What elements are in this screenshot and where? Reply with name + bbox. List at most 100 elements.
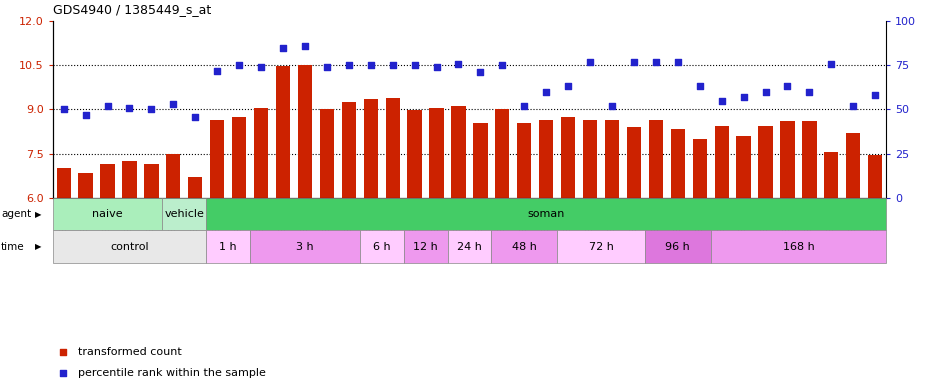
Point (561, 83, 575, 89)
Bar (163, 198, 206, 230)
Point (122, 104, 137, 111)
Bar (79, 173, 92, 374)
Text: time: time (1, 242, 25, 252)
Text: 168 h: 168 h (783, 242, 814, 252)
Point (714, 98, 729, 104)
Text: control: control (110, 242, 149, 252)
Point (210, 68, 225, 74)
Bar (710, 230, 886, 263)
Bar (250, 230, 360, 263)
Point (648, 59, 663, 65)
Bar (451, 106, 465, 374)
Text: 72 h: 72 h (588, 242, 613, 252)
Bar (206, 230, 250, 263)
Bar (736, 136, 751, 374)
Bar (122, 161, 137, 374)
Point (517, 103, 532, 109)
Point (276, 45, 290, 51)
Point (56, 349, 70, 355)
Text: 12 h: 12 h (413, 242, 438, 252)
Text: naive: naive (92, 209, 123, 219)
Text: GDS4940 / 1385449_s_at: GDS4940 / 1385449_s_at (53, 3, 211, 16)
Bar (474, 123, 487, 374)
Point (188, 113, 203, 119)
Point (429, 64, 444, 70)
Text: vehicle: vehicle (165, 209, 204, 219)
Text: 1 h: 1 h (219, 242, 237, 252)
Point (473, 69, 487, 75)
Point (451, 60, 466, 66)
Bar (583, 120, 598, 374)
Point (56, 370, 70, 376)
Bar (276, 66, 290, 374)
Point (319, 64, 334, 70)
Text: ▶: ▶ (35, 242, 42, 251)
Text: percentile rank within the sample: percentile rank within the sample (78, 368, 265, 378)
Point (736, 94, 751, 100)
Bar (557, 230, 645, 263)
Text: agent: agent (1, 209, 31, 219)
Bar (539, 120, 553, 374)
Point (538, 89, 553, 95)
Bar (671, 129, 684, 374)
Bar (561, 117, 575, 374)
Bar (408, 110, 422, 374)
Bar (491, 230, 557, 263)
Point (407, 62, 422, 68)
Point (802, 89, 817, 95)
Text: 6 h: 6 h (373, 242, 390, 252)
Point (56, 106, 71, 113)
Point (386, 62, 401, 68)
Bar (403, 230, 448, 263)
Bar (429, 108, 444, 374)
Bar (517, 123, 531, 374)
Bar (802, 121, 817, 374)
Bar (56, 168, 71, 374)
Text: 48 h: 48 h (512, 242, 536, 252)
Point (671, 59, 685, 65)
Bar (648, 120, 663, 374)
Point (868, 92, 882, 98)
Text: soman: soman (527, 209, 565, 219)
Bar (144, 164, 158, 374)
Bar (693, 139, 707, 374)
Point (253, 64, 268, 70)
Text: 3 h: 3 h (296, 242, 314, 252)
Text: transformed count: transformed count (78, 347, 181, 357)
Text: ▶: ▶ (35, 210, 42, 218)
Point (166, 101, 180, 107)
Bar (254, 108, 268, 374)
Bar (298, 65, 312, 374)
Bar (360, 230, 403, 263)
Bar (364, 99, 378, 374)
Point (845, 103, 860, 109)
Bar (53, 198, 163, 230)
Bar (232, 117, 246, 374)
Bar (188, 177, 203, 374)
Bar (53, 230, 206, 263)
Bar (627, 127, 641, 374)
Point (341, 62, 356, 68)
Point (824, 60, 839, 66)
Point (626, 59, 641, 65)
Bar (846, 133, 860, 374)
Point (364, 62, 378, 68)
Bar (824, 152, 838, 374)
Point (298, 43, 313, 49)
Bar (868, 155, 882, 374)
Bar (645, 230, 710, 263)
Bar (495, 109, 510, 374)
Point (780, 83, 795, 89)
Bar (101, 164, 115, 374)
Point (144, 106, 159, 113)
Point (692, 83, 707, 89)
Point (758, 89, 773, 95)
Bar (206, 198, 886, 230)
Bar (781, 121, 795, 374)
Bar (166, 154, 180, 374)
Bar (448, 230, 491, 263)
Text: 96 h: 96 h (665, 242, 690, 252)
Bar (714, 126, 729, 374)
Bar (758, 126, 772, 374)
Point (583, 59, 598, 65)
